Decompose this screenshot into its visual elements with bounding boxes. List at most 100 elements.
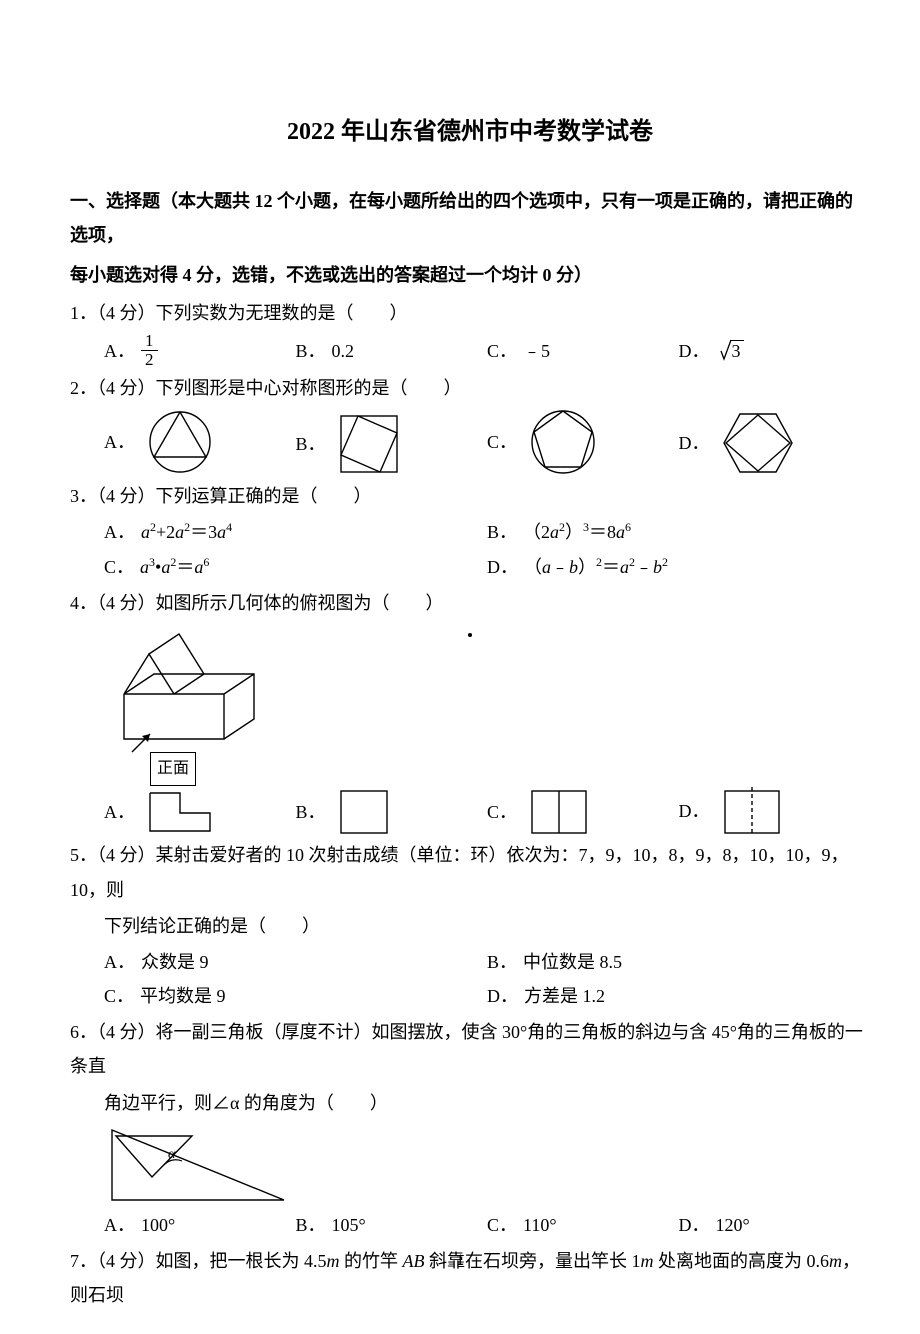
q4-D-figure — [720, 786, 784, 836]
q1-C-letter: C． — [487, 334, 517, 368]
q6-D-text: 120° — [716, 1208, 750, 1242]
q6-option-B: B． 105° — [296, 1208, 488, 1242]
page-title: 2022 年山东省德州市中考数学试卷 — [70, 110, 870, 156]
q2-B-figure — [336, 411, 402, 477]
q6-option-D: D． 120° — [679, 1208, 871, 1242]
q3-B-letter: B． — [487, 515, 517, 549]
q5-options-row2: C． 平均数是 9 D． 方差是 1.2 — [104, 979, 870, 1013]
q4-B-figure — [336, 788, 392, 836]
q6-options: A． 100° B． 105° C． 110° D． 120° — [104, 1208, 870, 1242]
q6-stem: 6．（4 分）将一副三角板（厚度不计）如图摆放，使含 30°角的三角板的斜边与含… — [70, 1015, 870, 1083]
q5-B-text: 中位数是 8.5 — [523, 945, 622, 979]
q3-D-text: （a﹣b）2＝a2﹣b2 — [524, 550, 668, 584]
q1-B-text: 0.2 — [332, 334, 355, 368]
q1-D-radicand: 3 — [730, 340, 744, 361]
q6-stem2: 角边平行，则∠α 的角度为（ ） — [104, 1086, 870, 1120]
q5-option-B: B． 中位数是 8.5 — [487, 945, 870, 979]
section-heading-line2: 每小题选对得 4 分，选错，不选或选出的答案超过一个均计 0 分） — [70, 258, 870, 292]
q1-A-den: 2 — [141, 351, 158, 369]
q5-stem2: 下列结论正确的是（ ） — [104, 909, 870, 943]
q5-stem: 5．（4 分）某射击爱好者的 10 次射击成绩（单位：环）依次为：7，9，10，… — [70, 838, 870, 906]
q4-solid-figure: 正面 — [104, 624, 870, 786]
q6-A-letter: A． — [104, 1208, 135, 1242]
q3-C-letter: C． — [104, 550, 134, 584]
q4-D-letter: D． — [679, 794, 710, 828]
q3-option-D: D． （a﹣b）2＝a2﹣b2 — [487, 550, 870, 584]
q6-triangles-figure: α — [104, 1122, 294, 1208]
q6-B-text: 105° — [332, 1208, 366, 1242]
q5-option-D: D． 方差是 1.2 — [487, 979, 870, 1013]
q5-C-letter: C． — [104, 979, 134, 1013]
q2-A-figure — [145, 407, 215, 477]
q3-D-letter: D． — [487, 550, 518, 584]
q2-options: A． B． C． D． — [104, 407, 870, 477]
page-number: 1 — [0, 1252, 920, 1270]
q6-figure: α — [104, 1122, 870, 1208]
q4-A-letter: A． — [104, 795, 135, 829]
q1-options: A． 1 2 B． 0.2 C． ﹣5 D． 3 — [104, 332, 870, 369]
q6-option-C: C． 110° — [487, 1208, 679, 1242]
q4-option-A: A． — [104, 788, 296, 836]
q5-D-text: 方差是 1.2 — [524, 979, 605, 1013]
q4-option-D: D． — [679, 786, 871, 836]
q2-C-figure — [527, 407, 599, 477]
q3-options-row2: C． a3•a2＝a6 D． （a﹣b）2＝a2﹣b2 — [104, 550, 870, 584]
q1-stem: 1．（4 分）下列实数为无理数的是（ ） — [70, 296, 870, 330]
q4-front-label: 正面 — [150, 752, 196, 786]
q6-alpha-label: α — [168, 1147, 176, 1162]
q1-A-num: 1 — [141, 332, 158, 351]
q2-A-letter: A． — [104, 425, 135, 459]
center-dot-icon — [468, 633, 472, 637]
q4-3d-solid — [104, 624, 264, 754]
q4-stem: 4．（4 分）如图所示几何体的俯视图为（ ） — [70, 586, 870, 620]
q3-options-row1: A． a2+2a2＝3a4 B． （2a2）3＝8a6 — [104, 515, 870, 549]
exam-page: 2022 年山东省德州市中考数学试卷 一、选择题（本大题共 12 个小题，在每小… — [0, 0, 920, 1334]
q3-C-text: a3•a2＝a6 — [140, 550, 209, 584]
q4-B-letter: B． — [296, 795, 326, 829]
q2-option-A: A． — [104, 407, 296, 477]
q5-C-text: 平均数是 9 — [140, 979, 226, 1013]
q4-option-C: C． — [487, 788, 679, 836]
q2-D-letter: D． — [679, 426, 710, 460]
q3-stem: 3．（4 分）下列运算正确的是（ ） — [70, 479, 870, 513]
q1-B-letter: B． — [296, 334, 326, 368]
q1-D-letter: D． — [679, 334, 710, 368]
q1-option-B: B． 0.2 — [296, 332, 488, 369]
q2-option-C: C． — [487, 407, 679, 477]
q6-C-letter: C． — [487, 1208, 517, 1242]
q1-A-fraction: 1 2 — [141, 332, 158, 369]
q3-B-text: （2a2）3＝8a6 — [523, 515, 631, 549]
q5-option-C: C． 平均数是 9 — [104, 979, 487, 1013]
q1-option-D: D． 3 — [679, 332, 871, 369]
q4-C-figure — [527, 788, 591, 836]
q3-option-A: A． a2+2a2＝3a4 — [104, 515, 487, 549]
q1-option-C: C． ﹣5 — [487, 332, 679, 369]
q2-D-figure — [720, 409, 796, 477]
q5-B-letter: B． — [487, 945, 517, 979]
q5-options-row1: A． 众数是 9 B． 中位数是 8.5 — [104, 945, 870, 979]
q6-D-letter: D． — [679, 1208, 710, 1242]
q1-D-sqrt: 3 — [716, 334, 744, 368]
q2-option-B: B． — [296, 411, 488, 477]
q5-A-letter: A． — [104, 945, 135, 979]
q4-options: A． B． C． D． — [104, 786, 870, 836]
q2-option-D: D． — [679, 409, 871, 477]
q3-option-C: C． a3•a2＝a6 — [104, 550, 487, 584]
q5-D-letter: D． — [487, 979, 518, 1013]
section-heading-line1: 一、选择题（本大题共 12 个小题，在每小题所给出的四个选项中，只有一项是正确的… — [70, 184, 870, 252]
q4-C-letter: C． — [487, 795, 517, 829]
q3-A-text: a2+2a2＝3a4 — [141, 515, 232, 549]
q5-option-A: A． 众数是 9 — [104, 945, 487, 979]
q5-A-text: 众数是 9 — [141, 945, 209, 979]
q2-B-letter: B． — [296, 427, 326, 461]
q4-A-figure — [145, 788, 215, 836]
q6-option-A: A． 100° — [104, 1208, 296, 1242]
q6-B-letter: B． — [296, 1208, 326, 1242]
q6-C-text: 110° — [523, 1208, 557, 1242]
q4-option-B: B． — [296, 788, 488, 836]
q1-A-letter: A． — [104, 334, 135, 368]
q2-C-letter: C． — [487, 425, 517, 459]
q3-A-letter: A． — [104, 515, 135, 549]
q6-A-text: 100° — [141, 1208, 175, 1242]
q3-option-B: B． （2a2）3＝8a6 — [487, 515, 870, 549]
